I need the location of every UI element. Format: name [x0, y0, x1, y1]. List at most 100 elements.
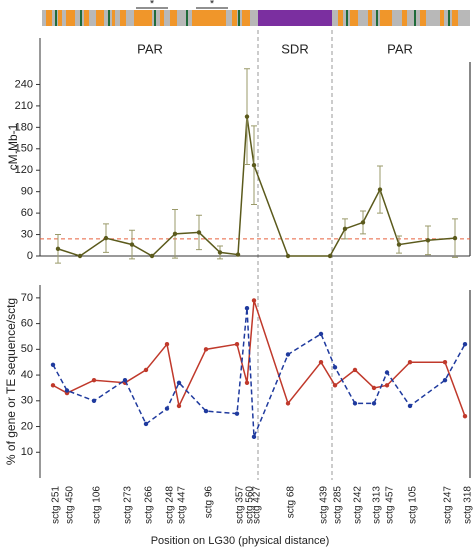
x-tick-label: sctg 266	[144, 486, 155, 524]
svg-text:*: *	[150, 0, 155, 10]
y-tick-label: 10	[21, 446, 33, 458]
point	[251, 298, 257, 303]
point	[285, 352, 291, 357]
y-tick-label: 210	[15, 100, 33, 112]
point	[377, 187, 383, 192]
line	[52, 308, 466, 438]
point	[371, 401, 377, 406]
point	[352, 401, 358, 406]
point	[91, 378, 97, 383]
region-label: PAR	[137, 41, 163, 56]
point	[251, 434, 257, 440]
y-tick-label: 150	[15, 143, 33, 155]
region-label: SDR	[281, 41, 308, 56]
y-tick-label: 90	[21, 186, 33, 198]
point	[50, 383, 56, 388]
point	[234, 341, 240, 347]
point	[235, 252, 241, 257]
x-axis-label: Position on LG30 (physical distance)	[151, 535, 330, 547]
point	[122, 378, 128, 383]
x-tick-label: sctg 251	[51, 486, 62, 524]
point	[55, 246, 61, 252]
point	[196, 230, 202, 235]
point	[318, 331, 324, 337]
point	[143, 421, 149, 427]
point	[285, 253, 291, 259]
x-tick-label: sctg 427	[252, 486, 263, 524]
point	[342, 226, 348, 232]
point	[217, 250, 223, 255]
point	[77, 253, 83, 259]
point	[462, 414, 468, 419]
point	[172, 231, 178, 237]
x-tick-label: sctg 313	[372, 486, 383, 524]
point	[103, 235, 109, 241]
y-tick-label: 240	[15, 78, 33, 90]
y-tick-label: 30	[21, 395, 33, 407]
y-tick-label: 20	[21, 420, 33, 432]
point	[371, 385, 377, 391]
y-axis-label: cM.Mb-1	[6, 123, 20, 170]
point	[244, 305, 250, 311]
y-tick-label: 30	[21, 228, 33, 240]
point	[462, 341, 468, 347]
point	[407, 403, 413, 409]
point	[332, 365, 338, 370]
chromosome-strip: * *	[42, 0, 470, 26]
point	[244, 380, 250, 385]
y-axis-label: % of gene or TE sequence/sctg	[4, 298, 18, 465]
line	[57, 116, 456, 257]
point	[203, 347, 209, 352]
y-tick-label: 180	[15, 121, 33, 133]
y-tick-label: 40	[21, 369, 33, 381]
point	[244, 114, 250, 119]
point	[251, 163, 257, 168]
point	[176, 380, 182, 385]
x-tick-label: sctg 357	[235, 486, 246, 524]
y-tick-label: 60	[21, 207, 33, 219]
x-tick-label: sctg 457	[385, 486, 396, 524]
point	[234, 411, 240, 416]
y-tick-label: 50	[21, 343, 33, 355]
x-tick-label: sctg 450	[65, 486, 76, 524]
x-tick-label: sctg 285	[333, 486, 344, 524]
x-tick-label: sctg 242	[353, 486, 364, 524]
point	[384, 383, 390, 388]
x-tick-label: sctg 273	[123, 486, 134, 524]
point	[407, 360, 413, 365]
svg-text:*: *	[210, 0, 215, 10]
y-tick-label: 120	[15, 164, 33, 176]
point	[360, 220, 366, 225]
point	[203, 408, 209, 414]
x-tick-label: sctg 105	[408, 486, 419, 524]
region-label: PAR	[387, 41, 413, 56]
point	[327, 253, 333, 259]
y-tick-label: 0	[27, 250, 33, 262]
point	[64, 388, 70, 393]
line	[52, 300, 466, 417]
point	[425, 238, 431, 243]
point	[129, 242, 135, 247]
x-tick-label: sctg 439	[319, 486, 330, 524]
point	[149, 253, 155, 259]
point	[50, 362, 56, 367]
point	[352, 367, 358, 373]
point	[332, 383, 338, 388]
x-tick-label: sctg 318	[463, 486, 474, 524]
x-tick-label: sctg 68	[286, 486, 297, 519]
x-tick-label: sctg 248	[165, 486, 176, 524]
x-tick-label: sctg 106	[92, 486, 103, 524]
point	[285, 401, 291, 406]
x-tick-label: sctg 560	[245, 486, 256, 524]
point	[318, 360, 324, 365]
x-tick-label: sctg 96	[204, 486, 215, 519]
point	[396, 242, 402, 247]
x-tick-label: sctg 247	[443, 486, 454, 524]
point	[143, 367, 149, 373]
point	[442, 378, 448, 383]
point	[164, 341, 170, 347]
point	[91, 398, 97, 403]
point	[452, 235, 458, 241]
y-tick-label: 70	[21, 292, 33, 304]
